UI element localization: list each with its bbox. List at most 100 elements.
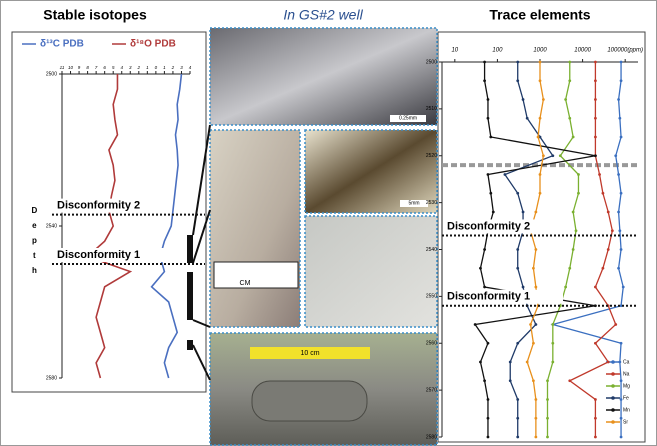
figure: Stable isotopes In GS#2 well Trace eleme… (0, 0, 657, 446)
point (489, 192, 492, 195)
point (594, 436, 597, 439)
point (522, 286, 525, 289)
point (516, 267, 519, 270)
point (522, 98, 525, 101)
point (539, 173, 542, 176)
point (620, 248, 623, 251)
x-tick-label: 6 (103, 65, 106, 70)
point (487, 398, 490, 401)
point (620, 436, 623, 439)
point (509, 361, 512, 364)
point (620, 136, 623, 139)
sample-bar (187, 340, 193, 350)
point (546, 436, 549, 439)
connector (193, 345, 210, 380)
x-tick-label: 7 (95, 65, 98, 70)
point (617, 267, 620, 270)
point (483, 379, 486, 382)
point (483, 248, 486, 251)
sample-bar (187, 272, 193, 320)
point (534, 286, 537, 289)
annotation: Disconformity 1 (447, 291, 530, 303)
point (564, 98, 567, 101)
point (479, 361, 482, 364)
point (537, 136, 540, 139)
point (532, 342, 535, 345)
point (529, 323, 532, 326)
point (577, 192, 580, 195)
point (487, 173, 490, 176)
point (598, 173, 601, 176)
y-tick-label: 2570 (426, 387, 437, 393)
scale-label: 0.25mm (399, 115, 417, 121)
point (534, 398, 537, 401)
point (522, 211, 525, 214)
panel-title: In GS#2 well (283, 7, 363, 23)
x-tick-label: 5 (112, 65, 115, 70)
point (539, 61, 542, 64)
point (594, 154, 597, 157)
legend-marker (611, 384, 615, 388)
connector (193, 320, 210, 327)
point (572, 211, 575, 214)
point (534, 436, 537, 439)
point (594, 417, 597, 420)
legend-label: Mg (623, 383, 630, 389)
point (594, 117, 597, 120)
scale-label: 10 cm (300, 350, 319, 357)
point (534, 248, 537, 251)
photo (305, 216, 437, 327)
point (516, 342, 519, 345)
point (611, 229, 614, 232)
point (620, 342, 623, 345)
point (568, 379, 571, 382)
x-tick-label: 10 (451, 48, 458, 54)
point (474, 323, 477, 326)
x-tick-label: 100 (492, 48, 503, 54)
point (532, 379, 535, 382)
series-line (553, 62, 623, 437)
point (546, 379, 549, 382)
point (516, 248, 519, 251)
series-line (152, 74, 182, 378)
point (483, 286, 486, 289)
point (551, 323, 554, 326)
point (551, 342, 554, 345)
point (594, 98, 597, 101)
point (602, 267, 605, 270)
point (539, 192, 542, 195)
legend-label: Sr (623, 419, 628, 425)
x-tick-label: 0 (155, 65, 158, 70)
point (479, 267, 482, 270)
point (483, 61, 486, 64)
panel-title: Stable isotopes (43, 7, 147, 23)
scale-label: 5mm (408, 200, 419, 206)
point (602, 192, 605, 195)
x-tick-label: 8 (86, 65, 89, 70)
x-tick-label: 4 (189, 65, 192, 70)
y-tick-label: 2500 (46, 71, 57, 77)
right-frame (438, 32, 645, 442)
legend-marker (611, 408, 615, 412)
point (551, 154, 554, 157)
point (575, 229, 578, 232)
y-tick-label: 2540 (46, 223, 57, 229)
point (539, 79, 542, 82)
point (509, 379, 512, 382)
point (534, 417, 537, 420)
series-line (88, 74, 131, 378)
point (516, 79, 519, 82)
point (618, 229, 621, 232)
point (568, 61, 571, 64)
core-sample (252, 381, 367, 421)
point (516, 398, 519, 401)
series-line (505, 62, 553, 437)
photos: 0.25mm 5mm CM 10 cm (210, 28, 437, 445)
point (564, 286, 567, 289)
point (594, 136, 597, 139)
y-tick-label: 2520 (426, 153, 437, 159)
point (607, 361, 610, 364)
point (542, 154, 545, 157)
point (516, 61, 519, 64)
point (620, 379, 623, 382)
